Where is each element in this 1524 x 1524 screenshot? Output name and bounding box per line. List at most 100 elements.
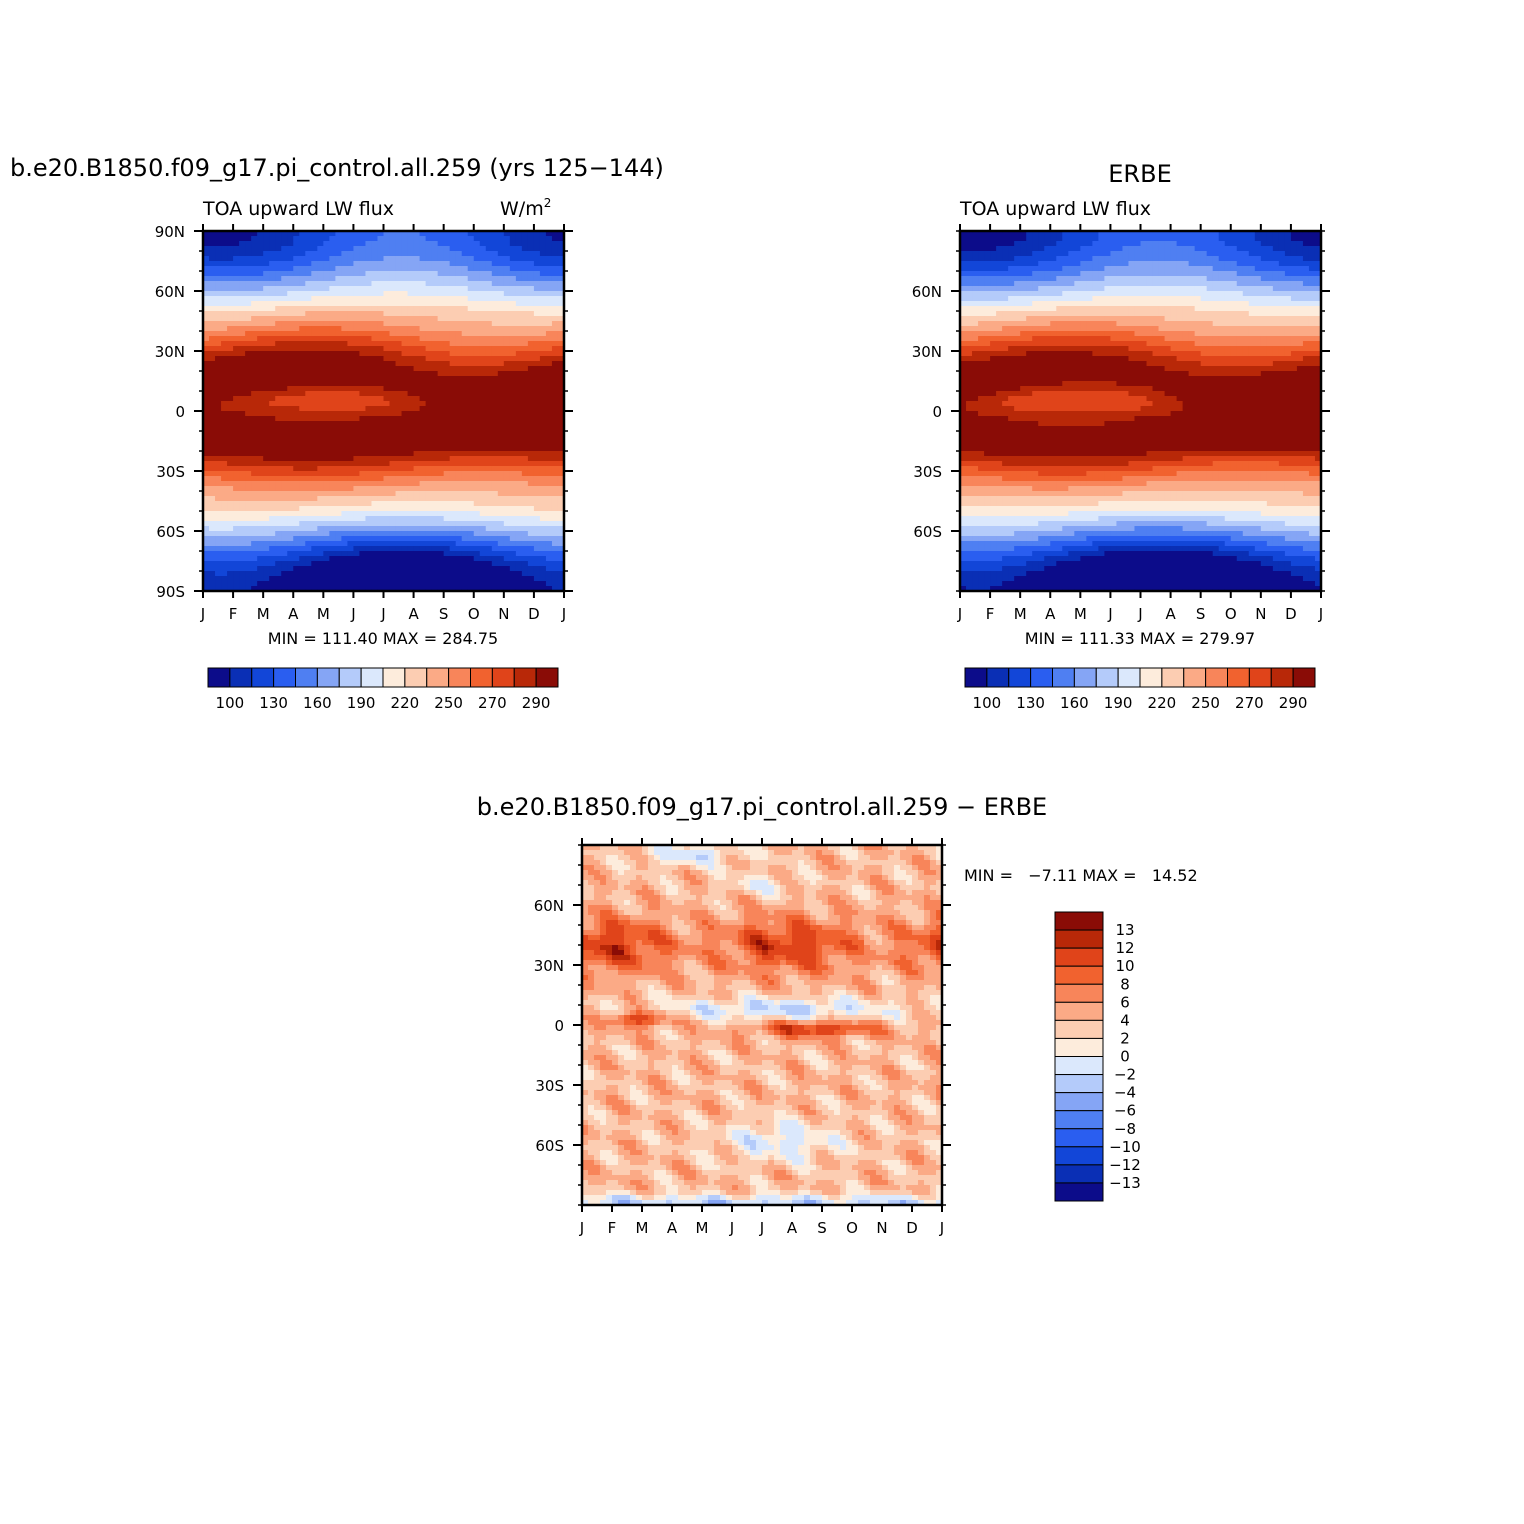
field-cell: [479, 526, 487, 532]
field-cell: [365, 526, 373, 532]
field-cell: [281, 361, 288, 367]
field-cell: [1290, 251, 1298, 257]
field-cell: [503, 401, 511, 407]
field-cell: [383, 266, 391, 272]
field-cell: [431, 561, 439, 567]
field-cell: [209, 536, 216, 542]
field-cell: [233, 301, 240, 307]
field-cell: [209, 391, 216, 397]
field-cell: [1314, 261, 1322, 267]
field-cell: [227, 346, 234, 352]
field-cell: [221, 586, 228, 592]
colorbar-box: [207, 667, 231, 688]
field-cell: [209, 371, 216, 377]
field-cell: [215, 471, 222, 477]
field-cell: [449, 571, 457, 577]
field-cell: [485, 241, 493, 247]
field-cell: [257, 541, 264, 547]
field-cell: [293, 576, 300, 582]
field-cell: [473, 456, 481, 462]
field-cell: [371, 441, 379, 447]
field-cell: [533, 501, 541, 507]
field-cell: [245, 301, 252, 307]
field-cell: [323, 521, 330, 527]
field-cell: [329, 451, 336, 457]
field-cell: [335, 566, 342, 572]
field-cell: [437, 551, 445, 557]
field-cell: [215, 496, 222, 502]
field-cell: [341, 426, 348, 432]
field-cell: [293, 346, 300, 352]
field-cell: [545, 446, 553, 452]
field-cell: [275, 381, 282, 387]
field-cell: [269, 261, 276, 267]
field-cell: [209, 271, 216, 277]
field-cell: [377, 526, 385, 532]
field-cell: [311, 456, 318, 462]
field-cell: [227, 411, 234, 417]
field-cell: [275, 481, 282, 487]
field-cell: [329, 331, 336, 337]
field-cell: [335, 556, 342, 562]
field-cell: [467, 501, 475, 507]
field-cell: [527, 486, 535, 492]
field-cell: [479, 571, 487, 577]
field-cell: [1134, 251, 1142, 257]
field-cell: [257, 531, 264, 537]
field-cell: [293, 306, 300, 312]
field-cell: [251, 356, 258, 362]
field-cell: [335, 251, 342, 257]
field-cell: [203, 496, 210, 502]
x-tick-label: N: [498, 605, 509, 623]
field-cell: [1050, 271, 1057, 277]
field-cell: [257, 426, 264, 432]
field-cell: [521, 571, 529, 577]
field-cell: [539, 461, 547, 467]
field-cell: [215, 326, 222, 332]
field-cell: [557, 451, 565, 457]
field-cell: [407, 461, 415, 467]
field-cell: [491, 491, 499, 497]
field-cell: [1116, 256, 1124, 262]
field-cell: [227, 331, 234, 337]
field-cell: [443, 381, 451, 387]
field-cell: [503, 356, 511, 362]
field-cell: [467, 336, 475, 342]
field-cell: [227, 451, 234, 457]
field-cell: [449, 361, 457, 367]
field-cell: [455, 491, 463, 497]
field-cell: [557, 231, 565, 237]
field-cell: [455, 556, 463, 562]
field-cell: [311, 361, 318, 367]
field-cell: [527, 586, 535, 592]
field-cell: [239, 381, 246, 387]
field-cell: [359, 296, 367, 302]
field-cell: [557, 491, 565, 497]
field-cell: [479, 281, 487, 287]
field-cell: [443, 291, 451, 297]
field-cell: [1086, 236, 1093, 242]
field-cell: [317, 516, 324, 522]
field-cell: [335, 516, 342, 522]
field-cell: [485, 266, 493, 272]
field-cell: [509, 456, 517, 462]
field-cell: [461, 411, 469, 417]
field-cell: [311, 446, 318, 452]
field-cell: [365, 261, 373, 267]
field-cell: [359, 326, 367, 332]
field-cell: [389, 521, 397, 527]
field-cell: [443, 331, 451, 337]
field-cell: [389, 511, 397, 517]
field-cell: [299, 471, 306, 477]
field-cell: [293, 246, 300, 252]
field-cell: [401, 356, 409, 362]
field-cell: [221, 551, 228, 557]
field-cell: [269, 511, 276, 517]
field-cell: [221, 276, 228, 282]
field-cell: [401, 381, 409, 387]
field-cell: [407, 286, 415, 292]
field-cell: [443, 581, 451, 587]
x-tick-label: J: [561, 605, 566, 623]
field-cell: [509, 451, 517, 457]
field-cell: [359, 526, 367, 532]
